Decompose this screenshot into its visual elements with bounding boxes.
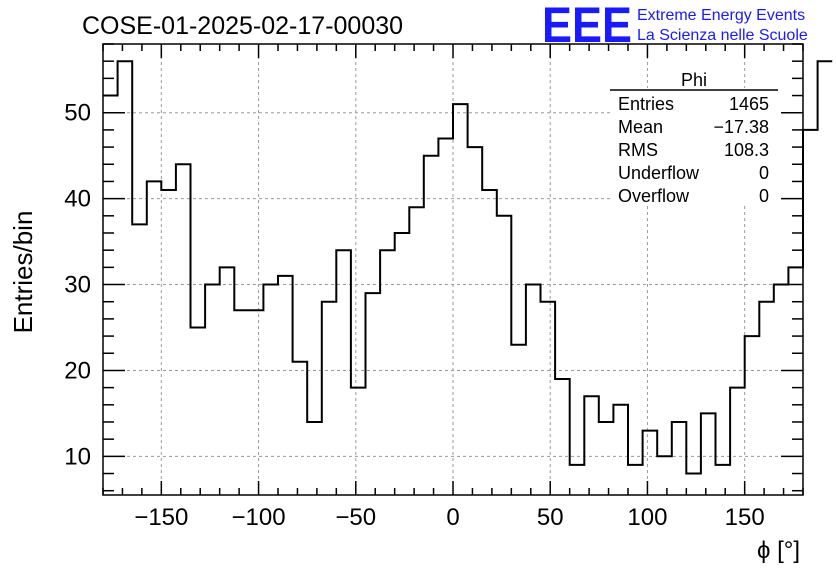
y-tick-label: 30	[64, 272, 91, 299]
eee-logo-line2: La Scienza nelle Scuole	[637, 27, 808, 44]
chart-title: COSE-01-2025-02-17-00030	[82, 12, 403, 40]
stats-title: Phi	[681, 70, 707, 90]
eee-logo-line1: Extreme Energy Events	[637, 7, 805, 24]
histogram-step-line	[103, 60, 833, 475]
stats-row-value: −17.38	[713, 117, 769, 137]
x-tick-label: −100	[232, 504, 286, 531]
y-tick-label: 50	[64, 100, 91, 127]
stats-row-value: 108.3	[724, 140, 769, 160]
stats-row-value: 1465	[729, 94, 769, 114]
x-tick-label: −50	[335, 504, 376, 531]
stats-row-value: 0	[759, 163, 769, 183]
stats-row-label: Mean	[618, 117, 663, 137]
stats-box-background	[610, 88, 778, 206]
x-axis-ticks: −150 −100 −50 0 50 100 150	[102, 44, 804, 531]
stats-box: Phi Entries 1465 Mean −17.38 RMS 108.3 Underfl…	[610, 70, 778, 206]
stats-rows: Entries 1465 Mean −17.38 RMS 108.3 Underflow 0 O…	[618, 94, 769, 206]
x-tick-label: 50	[537, 504, 564, 531]
x-axis-label: ϕ [°]	[757, 537, 800, 564]
stats-row-label: Overflow	[618, 186, 690, 206]
y-axis-label: Entries/bin	[8, 211, 38, 334]
y-tick-label: 10	[64, 443, 91, 470]
x-tick-label: 150	[725, 504, 765, 531]
stats-row-value: 0	[759, 186, 769, 206]
y-tick-label: 40	[64, 186, 91, 213]
x-tick-label: 100	[627, 504, 667, 531]
y-tick-label: 20	[64, 357, 91, 384]
x-tick-label: 0	[446, 504, 459, 531]
eee-logo-mark: EEE	[542, 0, 632, 53]
stats-row-label: Entries	[618, 94, 674, 114]
y-axis-ticks: 10 20 30 40 50	[64, 43, 803, 492]
eee-logo: EEE Extreme Energy Events La Scienza nel…	[542, 0, 808, 53]
stats-row-label: Underflow	[618, 163, 700, 183]
x-tick-label: −150	[134, 504, 188, 531]
stats-row-label: RMS	[618, 140, 658, 160]
